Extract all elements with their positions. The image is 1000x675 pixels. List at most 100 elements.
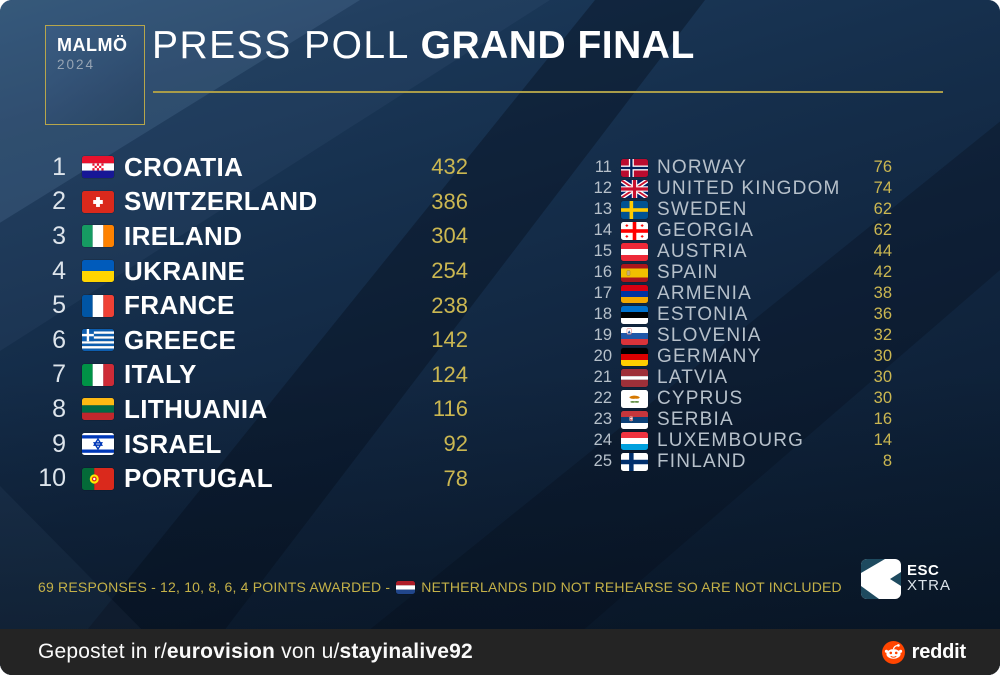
rank-number: 2	[52, 187, 66, 216]
ranking-row: 12 UNITED KINGDOM 74	[586, 178, 892, 199]
cyprus-flag-icon	[621, 389, 648, 408]
country-name: GERMANY	[657, 345, 762, 367]
country-name: LITHUANIA	[124, 393, 268, 424]
country-name: UNITED KINGDOM	[657, 177, 841, 199]
country-score: 30	[873, 347, 892, 365]
ranking-row: 8 LITHUANIA 116	[36, 392, 468, 427]
italy-flag-icon	[82, 363, 114, 386]
country-score: 14	[873, 431, 892, 449]
rank-number: 4	[52, 256, 66, 285]
country-score: 238	[431, 292, 468, 318]
subreddit-link[interactable]: eurovision	[166, 640, 276, 663]
reddit-logo[interactable]: reddit	[881, 640, 966, 665]
france-flag-icon	[82, 294, 114, 317]
country-name: PORTUGAL	[124, 463, 274, 494]
uk-flag-icon	[621, 179, 648, 198]
rank-number: 5	[52, 291, 66, 320]
country-score: 8	[882, 452, 892, 470]
country-name: SWITZERLAND	[124, 186, 318, 217]
country-name: AUSTRIA	[657, 240, 748, 262]
netherlands-flag-icon	[396, 580, 416, 594]
switzerland-flag-icon	[82, 190, 114, 213]
ranking-row: 17 ARMENIA 38	[586, 283, 892, 304]
estonia-flag-icon	[621, 305, 648, 324]
ranking-row: 16 SPAIN 42	[586, 262, 892, 283]
escxtra-esc-label: ESC	[907, 562, 940, 580]
rank-number: 14	[593, 221, 612, 239]
caption-text: Gepostet in r/	[38, 640, 167, 663]
israel-flag-icon	[82, 433, 114, 456]
country-score: 74	[873, 179, 892, 197]
country-score: 62	[873, 200, 892, 218]
rank-number: 15	[593, 242, 612, 260]
title-underline	[153, 91, 943, 93]
country-name: IRELAND	[124, 220, 243, 251]
ranking-row: 9 ISRAEL 92	[36, 427, 468, 462]
reddit-snoo-icon	[881, 640, 906, 665]
user-link[interactable]: stayinalive92	[339, 640, 473, 663]
spain-flag-icon	[621, 263, 648, 282]
serbia-flag-icon	[621, 410, 648, 429]
country-name: NORWAY	[657, 156, 748, 178]
lithuania-flag-icon	[82, 398, 114, 421]
country-name: CYPRUS	[657, 387, 744, 409]
ranking-row: 14 GEORGIA 62	[586, 220, 892, 241]
escxtra-xtra-label: XTRA	[907, 577, 952, 594]
country-score: 92	[443, 431, 468, 457]
footnote-prefix: 69 RESPONSES - 12, 10, 8, 6, 4 POINTS AW…	[38, 579, 391, 595]
country-score: 78	[443, 465, 468, 491]
ranking-row: 18 ESTONIA 36	[586, 304, 892, 325]
country-score: 142	[431, 327, 468, 353]
rank-number: 9	[52, 429, 66, 458]
portugal-flag-icon	[82, 467, 114, 490]
ranking-row: 5 FRANCE 238	[36, 288, 468, 323]
country-name: SLOVENIA	[657, 324, 762, 346]
rank-number: 13	[593, 200, 612, 218]
ranking-row: 6 GREECE 142	[36, 323, 468, 358]
ranking-row: 13 SWEDEN 62	[586, 199, 892, 220]
country-name: ISRAEL	[124, 428, 222, 459]
rank-number: 23	[593, 410, 612, 428]
country-name: UKRAINE	[124, 255, 246, 286]
rank-number: 8	[52, 394, 66, 423]
badge-year: 2024	[57, 57, 96, 72]
finland-flag-icon	[621, 452, 648, 471]
country-name: SWEDEN	[657, 198, 748, 220]
rank-number: 10	[38, 464, 66, 493]
country-name: CROATIA	[124, 151, 244, 182]
ranking-row: 25 FINLAND 8	[586, 451, 892, 472]
rank-number: 11	[594, 158, 612, 176]
badge-city: MALMÖ	[57, 35, 128, 55]
country-score: 254	[431, 258, 468, 284]
greece-flag-icon	[82, 329, 114, 352]
austria-flag-icon	[621, 242, 648, 261]
country-name: LATVIA	[657, 366, 729, 388]
rank-number: 24	[593, 431, 612, 449]
rank-number: 12	[593, 179, 612, 197]
ranking-row: 7 ITALY 124	[36, 358, 468, 393]
luxembourg-flag-icon	[621, 431, 648, 450]
croatia-flag-icon	[82, 156, 114, 179]
germany-flag-icon	[621, 347, 648, 366]
country-score: 36	[873, 305, 892, 323]
country-name: FINLAND	[657, 450, 747, 472]
country-name: ESTONIA	[657, 303, 749, 325]
country-name: FRANCE	[124, 290, 235, 321]
rank-number: 1	[52, 152, 66, 181]
reddit-wordmark: reddit	[911, 640, 967, 663]
country-score: 62	[873, 221, 892, 239]
country-score: 38	[873, 284, 892, 302]
ranking-row: 10 PORTUGAL 78	[36, 461, 468, 496]
ranking-row: 2 SWITZERLAND 386	[36, 185, 468, 220]
country-score: 30	[873, 368, 892, 386]
rank-number: 19	[593, 326, 612, 344]
country-score: 42	[873, 263, 892, 281]
rank-number: 22	[593, 389, 612, 407]
country-name: SERBIA	[657, 408, 734, 430]
rank-number: 20	[593, 347, 612, 365]
ranking-row: 19 SLOVENIA 32	[586, 325, 892, 346]
country-score: 304	[431, 223, 468, 249]
country-name: GEORGIA	[657, 219, 755, 241]
rank-number: 25	[593, 452, 612, 470]
